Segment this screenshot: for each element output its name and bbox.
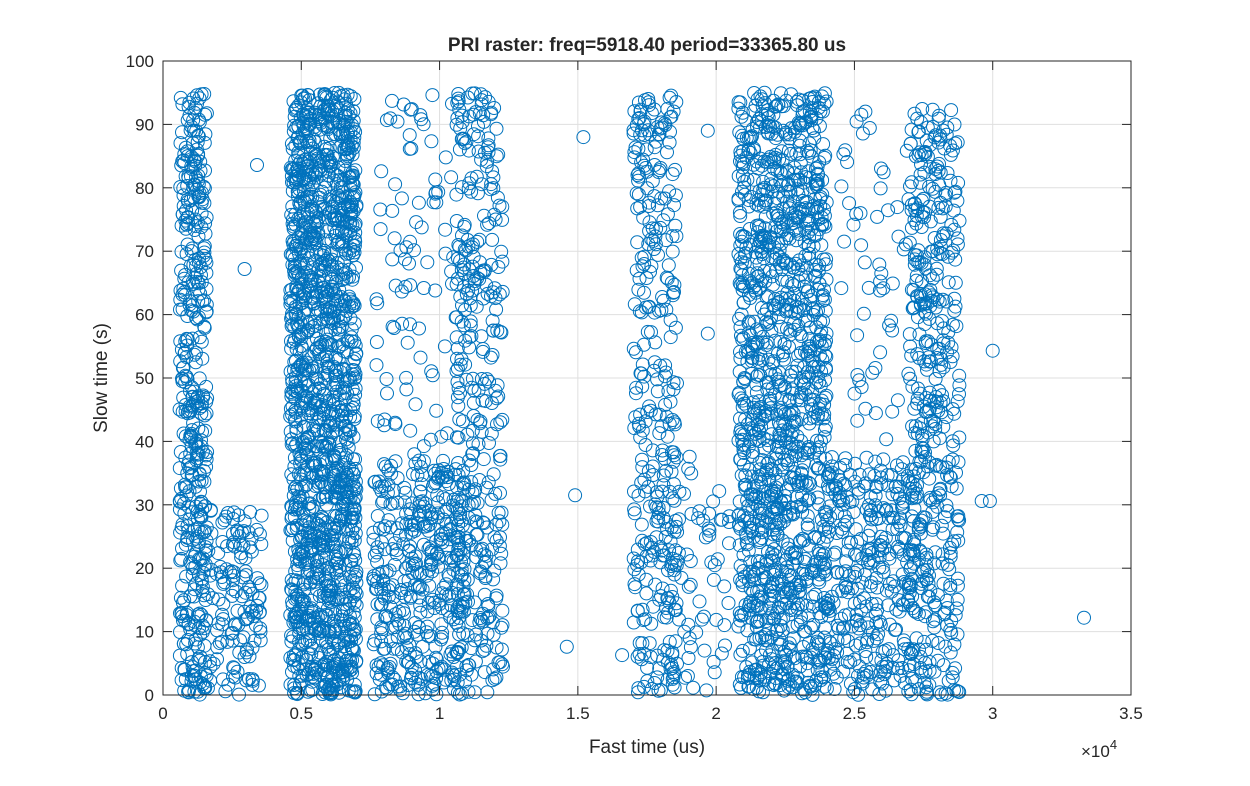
figure: 00.511.522.533.50102030405060708090100 P…	[0, 0, 1250, 781]
scatter-chart: 00.511.522.533.50102030405060708090100 P…	[0, 0, 1250, 781]
